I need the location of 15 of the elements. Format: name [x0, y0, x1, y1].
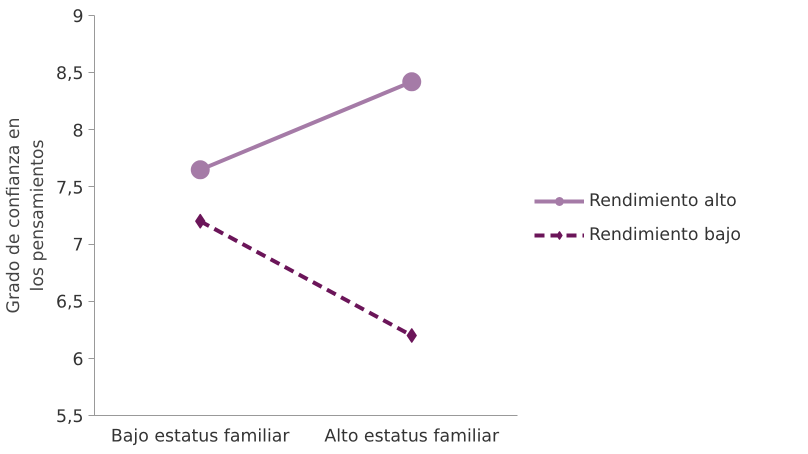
- y-tick-label: 6: [72, 350, 84, 370]
- legend-label: Rendimiento alto: [589, 191, 737, 211]
- y-tick-label: 7,5: [56, 178, 84, 198]
- y-tick-label: 5,5: [56, 407, 84, 427]
- x-tick-label: Bajo estatus familiar: [110, 426, 290, 446]
- y-tick-label: 7: [72, 236, 84, 256]
- legend-label: Rendimiento bajo: [589, 225, 741, 245]
- y-axis-title: Grado de confianza en los pensamientos: [4, 118, 48, 314]
- point: [190, 160, 210, 180]
- y-tick-label: 8,5: [56, 64, 84, 84]
- y-tick-label: 6,5: [56, 292, 84, 313]
- y-tick-label: 9: [72, 7, 84, 27]
- point: [402, 72, 422, 92]
- y-tick-label: 8: [72, 121, 84, 142]
- x-tick-label: Alto estatus familiar: [324, 426, 500, 446]
